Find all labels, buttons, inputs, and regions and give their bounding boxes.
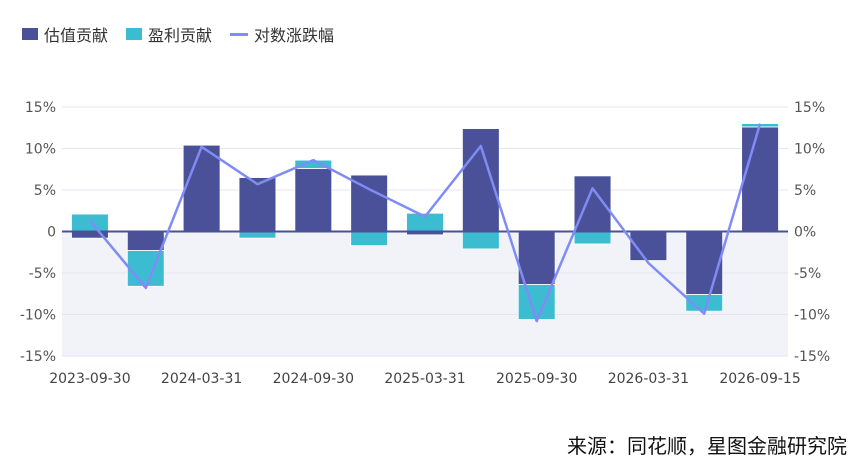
x-tick-label: 2023-09-30 xyxy=(49,371,130,387)
legend-item-earnings[interactable]: 盈利贡献 xyxy=(126,22,212,46)
bar-valuation xyxy=(350,174,388,232)
legend-swatch-earnings xyxy=(126,28,143,40)
x-tick-label: 2024-03-31 xyxy=(161,371,242,387)
legend-label-earnings: 盈利贡献 xyxy=(148,26,213,45)
legend-label-valuation: 估值贡献 xyxy=(44,26,109,45)
legend-item-log-return[interactable]: 对数涨跌幅 xyxy=(230,22,334,46)
chart-legend: 估值贡献 盈利贡献 对数涨跌幅 xyxy=(22,22,334,46)
bar-valuation xyxy=(294,168,333,232)
y-right-tick-label: 0% xyxy=(794,225,816,241)
source-note: 来源：同花顺，星图金融研究院 xyxy=(567,434,847,458)
y-right-tick-label: -15% xyxy=(794,349,830,365)
bar-earnings xyxy=(71,213,109,232)
legend-swatch-valuation xyxy=(22,28,38,40)
y-right-tick-label: 5% xyxy=(794,183,816,199)
x-tick-label: 2026-09-15 xyxy=(719,371,800,387)
bar-valuation xyxy=(741,126,779,232)
bar-valuation xyxy=(517,231,556,286)
y-left-tick-label: 15% xyxy=(25,100,56,116)
y-left-tick-label: 5% xyxy=(34,183,56,199)
bar-valuation xyxy=(126,231,165,251)
y-left-tick-label: 0 xyxy=(47,225,56,241)
legend-label-log-return: 对数涨跌幅 xyxy=(254,26,335,45)
y-left-tick-label: -5% xyxy=(29,266,56,282)
y-right-tick-label: -10% xyxy=(794,308,830,324)
x-tick-label: 2025-09-30 xyxy=(496,371,577,387)
y-left-tick-label: -10% xyxy=(20,308,56,324)
bar-earnings xyxy=(462,231,500,250)
bar-earnings xyxy=(573,231,612,245)
x-tick-label: 2025-03-31 xyxy=(384,371,465,387)
bar-earnings xyxy=(350,231,388,247)
x-tick-label: 2026-03-31 xyxy=(608,371,689,387)
legend-swatch-log-return xyxy=(230,32,249,36)
y-right-tick-label: -5% xyxy=(794,266,821,282)
bar-valuation xyxy=(462,128,500,232)
x-tick-label: 2024-09-30 xyxy=(273,371,354,387)
bar-valuation xyxy=(238,177,277,232)
y-left-tick-label: 10% xyxy=(25,142,56,158)
y-right-tick-label: 10% xyxy=(794,142,825,158)
legend-item-valuation[interactable]: 估值贡献 xyxy=(22,22,108,46)
y-right-tick-label: 15% xyxy=(794,100,825,116)
negative-zone-background xyxy=(62,231,788,356)
bar-valuation xyxy=(182,144,221,232)
bar-valuation xyxy=(685,231,724,295)
line-log-return xyxy=(88,123,762,323)
y-left-tick-label: -15% xyxy=(20,349,56,365)
